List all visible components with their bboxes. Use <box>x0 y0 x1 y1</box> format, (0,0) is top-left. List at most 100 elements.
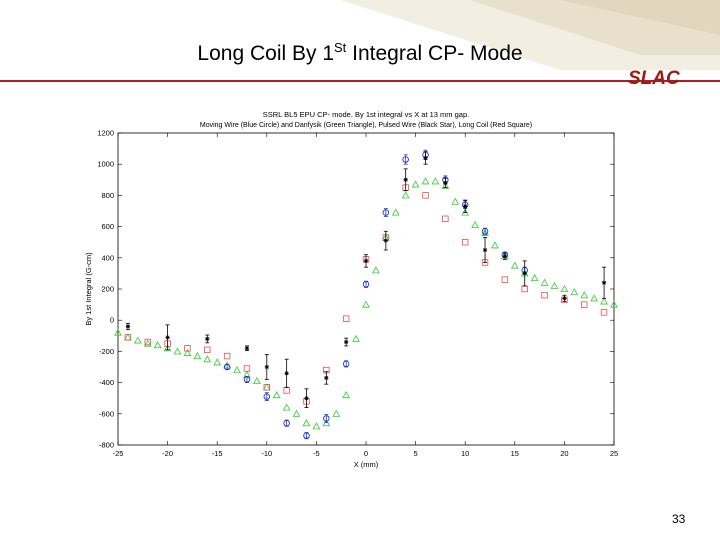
data-point <box>133 336 142 344</box>
data-point <box>124 334 132 341</box>
data-point <box>562 296 567 301</box>
y-tick-label: -400 <box>99 378 114 387</box>
data-point <box>342 391 351 399</box>
data-point <box>342 315 350 322</box>
data-point <box>272 391 281 399</box>
x-tick-label: 25 <box>610 449 618 458</box>
data-point <box>213 358 222 366</box>
y-tick-label: 400 <box>101 253 114 262</box>
data-point <box>372 266 380 274</box>
axis-ticks: -25 -20 -15 -10 -5 0 5 10 15 20 25 -800 -600 -400 -200… <box>97 129 618 459</box>
y-tick-label: -200 <box>99 347 114 356</box>
data-point <box>263 384 270 391</box>
chart-subtitle: Moving Wire (Blue Circle) and Danfysik (… <box>200 122 532 129</box>
data-point <box>600 297 608 305</box>
data-point <box>581 301 588 308</box>
slide-title-rest: Integral CP- Mode <box>346 42 523 65</box>
y-tick-label: 1000 <box>97 160 114 169</box>
data-point <box>304 396 309 401</box>
data-point <box>501 276 509 283</box>
data-point <box>401 191 410 199</box>
data-point <box>284 371 289 376</box>
x-tick-label: 5 <box>414 449 418 458</box>
data-point <box>165 335 170 340</box>
data-point <box>570 288 579 296</box>
x-tick-label: -25 <box>113 449 124 458</box>
x-tick-label: -15 <box>212 449 223 458</box>
x-axis-label: X (mm) <box>354 460 379 469</box>
data-point <box>481 228 489 235</box>
data-point <box>282 403 291 411</box>
data-point <box>292 409 301 417</box>
data-point <box>403 177 408 182</box>
data-point <box>422 192 429 199</box>
data-point <box>342 360 350 368</box>
data-point <box>502 254 508 259</box>
chart: SSRL BL5 EPU CP- mode. By 1st integral v… <box>84 110 618 469</box>
data-point <box>114 328 122 336</box>
x-tick-label: -5 <box>313 449 320 458</box>
data-point <box>312 422 321 430</box>
data-point <box>264 364 269 370</box>
y-axis-label: By 1st Integral (G-cm) <box>84 252 93 326</box>
data-point <box>383 238 389 243</box>
data-point <box>332 409 341 417</box>
data-point <box>482 247 488 253</box>
y-tick-label: 1200 <box>97 129 114 138</box>
data-point <box>522 271 527 276</box>
series-circle <box>223 149 528 440</box>
y-tick-label: 0 <box>110 316 114 325</box>
series-star <box>125 151 607 408</box>
x-tick-label: 15 <box>511 449 519 458</box>
data-point <box>253 377 261 385</box>
data-point <box>471 221 479 229</box>
y-tick-label: 200 <box>101 285 114 294</box>
data-point <box>441 182 450 190</box>
data-point <box>601 280 607 285</box>
data-point <box>590 294 599 302</box>
data-point <box>233 366 241 374</box>
data-point <box>173 347 182 355</box>
plot-area <box>117 132 615 446</box>
data-point <box>163 344 172 352</box>
y-tick-label: 600 <box>101 222 114 231</box>
data-point <box>223 363 231 371</box>
data-point <box>461 238 469 246</box>
data-point <box>143 339 152 347</box>
data-point <box>323 415 330 422</box>
slac-logo: SLAC <box>628 68 680 89</box>
data-point <box>550 281 559 289</box>
chart-title: SSRL BL5 EPU CP- mode. By 1st integral v… <box>263 110 469 119</box>
data-marks <box>114 149 618 440</box>
page-number: 33 <box>672 512 686 526</box>
data-point <box>322 419 331 427</box>
data-point <box>223 352 231 360</box>
data-point <box>382 209 390 216</box>
slide-title-superscript: St <box>334 40 347 55</box>
data-point <box>442 215 449 222</box>
data-point <box>302 419 311 427</box>
data-point <box>125 324 131 329</box>
y-tick-label: -600 <box>99 409 114 418</box>
data-point <box>203 355 212 363</box>
data-point <box>362 300 370 308</box>
slide-title: Long Coil By 1St Integral CP- Mode <box>0 40 720 66</box>
title-rule <box>0 80 720 82</box>
data-point <box>183 348 192 356</box>
data-point <box>491 241 499 249</box>
data-point <box>243 365 251 372</box>
data-point <box>153 341 162 349</box>
data-point <box>343 339 349 345</box>
data-point <box>463 204 468 209</box>
data-point <box>243 376 251 383</box>
y-tick-label: -800 <box>99 441 114 450</box>
x-tick-label: -20 <box>162 449 173 458</box>
data-point <box>362 281 370 288</box>
data-point <box>205 336 210 342</box>
data-point <box>600 309 608 316</box>
data-point <box>411 180 420 188</box>
data-point <box>363 258 369 264</box>
slide-decoration <box>340 0 720 70</box>
data-point <box>540 278 549 286</box>
